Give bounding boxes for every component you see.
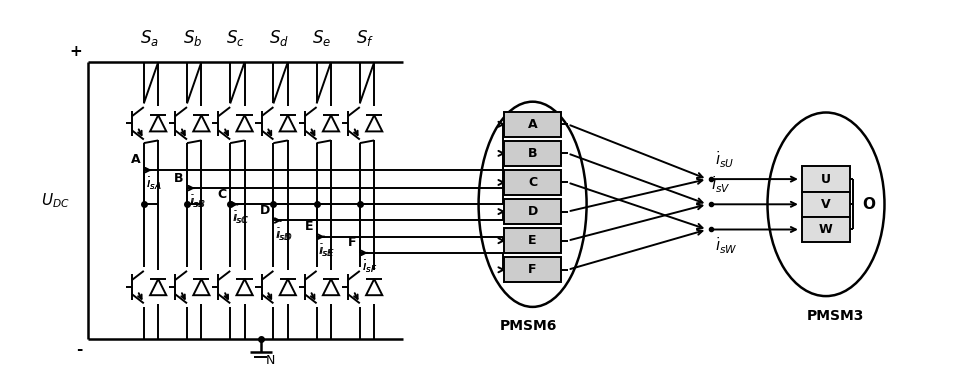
Text: $S_{f}$: $S_{f}$ <box>356 28 374 48</box>
FancyBboxPatch shape <box>802 192 850 217</box>
Text: B: B <box>527 147 537 160</box>
Text: $\dot{\imath}_{sF}$: $\dot{\imath}_{sF}$ <box>361 258 377 275</box>
Text: N: N <box>267 354 275 367</box>
Text: $\dot{\imath}_{sU}$: $\dot{\imath}_{sU}$ <box>715 149 735 170</box>
Text: C: C <box>528 176 537 189</box>
FancyBboxPatch shape <box>504 228 561 253</box>
Text: D: D <box>260 204 270 217</box>
Polygon shape <box>150 115 166 132</box>
Text: $S_{b}$: $S_{b}$ <box>183 28 202 48</box>
Text: V: V <box>821 198 831 211</box>
FancyBboxPatch shape <box>802 217 850 242</box>
Text: O: O <box>862 197 875 212</box>
Text: W: W <box>819 223 833 236</box>
Text: $\dot{\imath}_{sC}$: $\dot{\imath}_{sC}$ <box>233 210 249 226</box>
Text: PMSM3: PMSM3 <box>807 309 864 323</box>
Text: -: - <box>76 342 82 357</box>
Polygon shape <box>237 115 253 132</box>
Text: E: E <box>528 234 537 247</box>
Polygon shape <box>237 279 253 295</box>
Text: $\dot{\imath}_{sV}$: $\dot{\imath}_{sV}$ <box>711 175 730 195</box>
Polygon shape <box>280 115 296 132</box>
Text: $\dot{\imath}_{sB}$: $\dot{\imath}_{sB}$ <box>189 194 206 210</box>
Text: $\dot{\imath}_{sB}$: $\dot{\imath}_{sB}$ <box>188 194 205 210</box>
Text: E: E <box>304 220 313 233</box>
Polygon shape <box>150 279 166 295</box>
Polygon shape <box>193 279 210 295</box>
Text: A: A <box>130 153 140 166</box>
Text: $\dot{\imath}_{sC}$: $\dot{\imath}_{sC}$ <box>232 210 248 226</box>
Text: F: F <box>528 263 537 276</box>
Text: C: C <box>217 188 227 201</box>
Text: $\dot{\imath}_{sD}$: $\dot{\imath}_{sD}$ <box>275 226 292 243</box>
Text: B: B <box>174 172 184 184</box>
Polygon shape <box>323 279 339 295</box>
FancyBboxPatch shape <box>802 166 850 192</box>
Text: $S_{a}$: $S_{a}$ <box>140 28 158 48</box>
Polygon shape <box>280 279 296 295</box>
Text: +: + <box>70 44 82 59</box>
Text: $\dot{\imath}_{sF}$: $\dot{\imath}_{sF}$ <box>362 258 378 275</box>
Text: $\dot{\imath}_{sE}$: $\dot{\imath}_{sE}$ <box>319 242 334 259</box>
FancyBboxPatch shape <box>504 257 561 282</box>
FancyBboxPatch shape <box>504 112 561 137</box>
Polygon shape <box>366 279 383 295</box>
Text: U: U <box>821 173 831 186</box>
Text: $\dot{\imath}_{sD}$: $\dot{\imath}_{sD}$ <box>276 226 293 243</box>
Polygon shape <box>366 115 383 132</box>
Text: $\dot{\imath}_{sA}$: $\dot{\imath}_{sA}$ <box>146 175 161 192</box>
FancyBboxPatch shape <box>504 170 561 195</box>
Text: D: D <box>527 205 538 218</box>
Text: $\dot{\imath}_{sE}$: $\dot{\imath}_{sE}$ <box>320 242 335 259</box>
Text: $\dot{\imath}_{sA}$: $\dot{\imath}_{sA}$ <box>147 175 162 192</box>
Text: $S_{d}$: $S_{d}$ <box>269 28 289 48</box>
Text: $\dot{\imath}_{sW}$: $\dot{\imath}_{sW}$ <box>715 235 738 256</box>
Polygon shape <box>193 115 210 132</box>
Text: $U_{DC}$: $U_{DC}$ <box>42 191 70 210</box>
FancyBboxPatch shape <box>504 199 561 224</box>
Text: PMSM6: PMSM6 <box>499 319 556 333</box>
Text: $S_{e}$: $S_{e}$ <box>312 28 331 48</box>
Text: A: A <box>527 118 537 131</box>
Text: $S_{c}$: $S_{c}$ <box>226 28 245 48</box>
Text: F: F <box>348 236 356 249</box>
FancyBboxPatch shape <box>504 141 561 166</box>
Polygon shape <box>323 115 339 132</box>
